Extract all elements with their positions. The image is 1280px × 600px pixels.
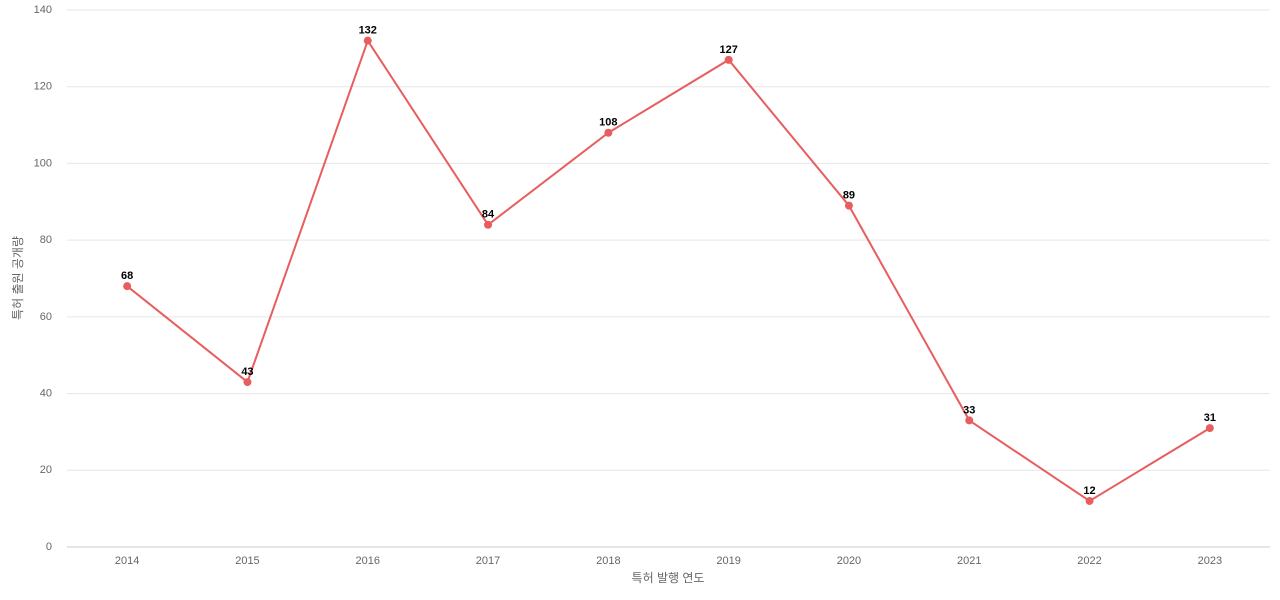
x-axis-label: 특허 발행 연도: [632, 570, 705, 585]
y-tick-label: 40: [40, 387, 52, 399]
value-label: 108: [599, 117, 617, 129]
point: [1205, 424, 1214, 433]
point: [243, 378, 252, 387]
point: [965, 416, 974, 425]
x-tick-label: 2015: [235, 555, 259, 567]
value-label: 31: [1204, 412, 1216, 424]
value-label: 89: [843, 190, 855, 202]
value-label: 12: [1083, 485, 1095, 497]
point: [844, 201, 853, 210]
value-label: 132: [359, 25, 377, 37]
x-tick-label: 2023: [1198, 555, 1222, 567]
y-axis-label: 특허 출원 공개량: [11, 236, 25, 320]
value-label: 43: [241, 366, 253, 378]
point: [1085, 496, 1094, 505]
value-label: 68: [121, 270, 133, 282]
y-tick-label: 100: [34, 157, 52, 169]
y-tick-label: 140: [34, 4, 52, 16]
point: [123, 282, 132, 291]
value-label: 127: [719, 44, 737, 56]
y-tick-label: 80: [40, 234, 52, 246]
x-tick-label: 2020: [837, 555, 861, 567]
x-tick-label: 2017: [476, 555, 500, 567]
point: [484, 220, 493, 229]
x-tick-label: 2018: [596, 555, 620, 567]
point: [604, 128, 613, 137]
x-tick-label: 2021: [957, 555, 981, 567]
value-label: 84: [482, 209, 495, 221]
y-tick-label: 60: [40, 311, 52, 323]
x-tick-label: 2016: [356, 555, 380, 567]
point: [724, 55, 733, 64]
y-tick-label: 20: [40, 464, 52, 476]
x-tick-label: 2022: [1077, 555, 1101, 567]
value-label: 33: [963, 404, 975, 416]
line: [126, 38, 1211, 503]
point: [363, 36, 372, 45]
x-tick-label: 2019: [716, 555, 740, 567]
y-tick-label: 120: [34, 81, 52, 93]
x-tick-label: 2014: [115, 555, 139, 567]
y-tick-label: 0: [46, 541, 52, 553]
